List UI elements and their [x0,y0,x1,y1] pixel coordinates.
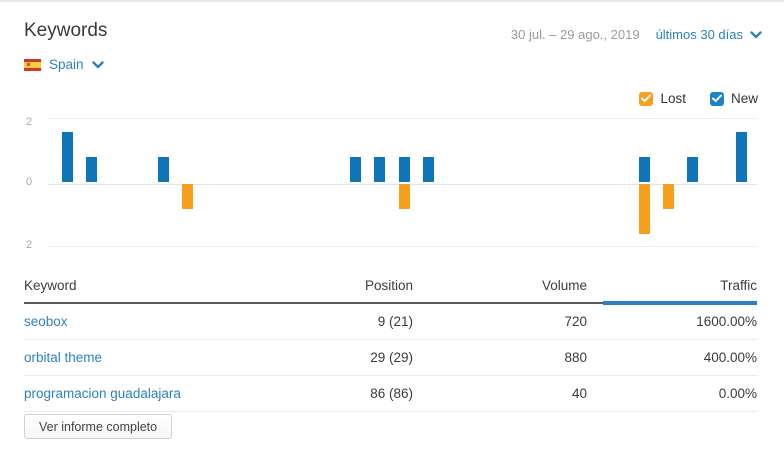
chart-bar-new-day-2 [61,132,73,182]
flag-emblem [27,63,30,66]
table-header-row: Keyword Position Volume Traffic [24,272,757,305]
y-axis-tick-zero: 0 [25,176,33,188]
chart-bar-new-day-30 [735,132,747,182]
traffic-cell: 0.00% [587,375,757,412]
chart-bar-new-day-14 [350,157,362,182]
volume-cell: 720 [413,303,587,340]
position-cell: 29 (29) [274,339,413,376]
checkbox-checked-icon [639,91,654,106]
keyword-cell: orbital theme [24,339,274,376]
y-axis-tick-bottom: 2 [25,239,33,251]
chart-bar-new-day-16 [398,157,410,182]
view-full-report-button[interactable]: Ver informe completo [24,414,173,439]
date-range: 30 jul. – 29 ago., 2019 [510,27,640,42]
chart-bar-new-day-6 [157,157,169,182]
keywords-table: Keyword Position Volume Traffic seobox 9 … [24,272,757,412]
period-selector-label: últimos 30 días [655,27,743,42]
page-title: Keywords [24,20,108,41]
checkbox-checked-icon [709,91,724,106]
y-axis-tick-top: 2 [25,116,33,128]
position-cell: 9 (21) [274,303,413,340]
spain-flag-icon [24,58,41,71]
column-header-keyword[interactable]: Keyword [24,272,274,304]
chart-bar-new-day-3 [85,157,97,182]
chart-bar-new-day-17 [422,157,434,182]
column-header-traffic[interactable]: Traffic [587,272,757,305]
column-header-volume[interactable]: Volume [413,272,587,304]
table-row: programacion guadalajara 86 (86) 40 0.00% [24,375,757,412]
column-header-position[interactable]: Position [274,272,413,304]
volume-cell: 40 [413,375,587,412]
keyword-link[interactable]: programacion guadalajara [24,386,181,401]
chart-bar-new-day-15 [374,157,386,182]
traffic-cell: 1600.00% [587,303,757,340]
period-selector[interactable]: últimos 30 días [656,27,762,42]
keyword-cell: programacion guadalajara [24,375,274,412]
chevron-down-icon [750,30,762,38]
keywords-trend-chart [48,118,757,247]
position-cell: 86 (86) [274,375,413,412]
chart-bar-lost-day-7 [181,184,193,209]
keyword-link[interactable]: seobox [24,314,68,329]
traffic-cell: 400.00% [587,339,757,376]
chevron-down-icon [91,60,104,68]
chart-bar-lost-day-16 [398,184,410,209]
legend-lost-label: Lost [660,91,686,106]
chart-bar-lost-day-27 [663,184,675,209]
chart-legend: Lost New [639,91,758,106]
date-area: 30 jul. – 29 ago., 2019 últimos 30 días [511,27,762,42]
table-row: orbital theme 29 (29) 880 400.00% [24,339,757,376]
legend-new-toggle[interactable]: New [709,91,758,106]
table-row: seobox 9 (21) 720 1600.00% [24,303,757,340]
chart-bar-new-day-28 [687,157,699,182]
country-label: Spain [49,57,84,72]
legend-new-label: New [730,91,758,106]
volume-cell: 880 [413,339,587,376]
keyword-cell: seobox [24,303,274,340]
chart-bar-new-day-26 [639,157,651,182]
chart-bar-lost-day-26 [639,184,651,234]
sort-indicator [603,301,757,305]
keyword-link[interactable]: orbital theme [24,350,103,365]
legend-lost-toggle[interactable]: Lost [639,91,686,106]
country-selector[interactable]: Spain [24,57,104,72]
